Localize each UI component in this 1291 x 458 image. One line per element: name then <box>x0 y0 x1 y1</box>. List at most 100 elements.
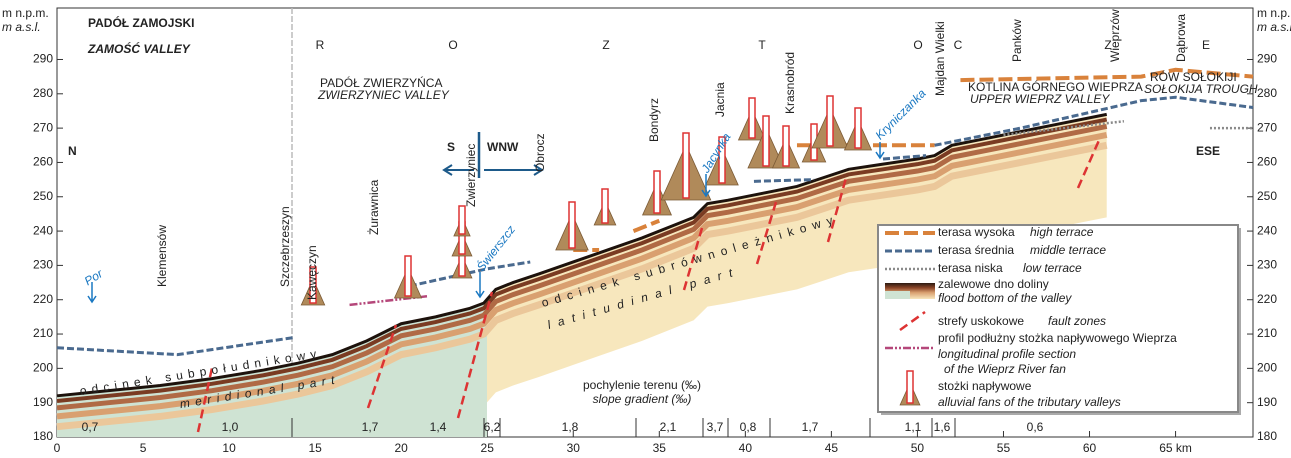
alluvial-fan-channel <box>569 202 575 248</box>
place-name: Majdan Wielki <box>933 21 947 96</box>
y-tick-label: 230 <box>1257 258 1277 272</box>
region-title: PADÓŁ ZAMOJSKI <box>88 15 194 30</box>
legend-label-en: high terrace <box>1030 225 1094 239</box>
x-tick-label: 55 <box>997 441 1011 455</box>
region-title-en: ZWIERZYNIEC VALLEY <box>317 88 450 102</box>
legend-label: terasa wysoka <box>938 225 1015 239</box>
legend-label: profil podłużny stożka napływowego Wiepr… <box>938 331 1177 345</box>
x-tick-label: 30 <box>567 441 581 455</box>
x-tick-label: 20 <box>394 441 408 455</box>
place-name: Wieprzów <box>1108 9 1122 62</box>
place-name: Zwierzyniec <box>464 144 478 207</box>
legend-label: terasa niska <box>938 261 1003 275</box>
y-tick-label: 290 <box>1257 52 1277 66</box>
region-title-en: SOŁOKIJA TROUGH <box>1144 82 1258 96</box>
slope-value: 1,8 <box>562 420 579 434</box>
alluvial-fan-channel <box>855 108 861 148</box>
y-tick-label: 190 <box>33 395 53 409</box>
roztocze-letter: R <box>316 38 325 52</box>
slope-value: 1,0 <box>222 420 239 434</box>
x-tick-label: 5 <box>140 441 147 455</box>
alluvial-fan-channel <box>405 256 411 296</box>
place-name: Krasnobród <box>783 52 797 114</box>
slope-value: 6,2 <box>484 420 501 434</box>
legend-label-en: fault zones <box>1048 314 1106 328</box>
x-tick-label: 65 km <box>1159 441 1192 455</box>
x-tick-label: 35 <box>653 441 667 455</box>
y-tick-label: 260 <box>1257 155 1277 169</box>
alluvial-fan-channel <box>602 189 608 223</box>
y-tick-label: 240 <box>33 223 53 237</box>
y-tick-label: 260 <box>33 155 53 169</box>
y-tick-label: 210 <box>33 326 53 340</box>
legend-label: strefy uskokowe <box>938 314 1024 328</box>
slope-value: 0,7 <box>82 420 99 434</box>
y-tick-label: 220 <box>1257 292 1277 306</box>
place-name: Jacnia <box>713 82 727 117</box>
place-name: Obrocz <box>533 133 547 172</box>
legend-label-en: low terrace <box>1023 261 1082 275</box>
y-tick-label: 200 <box>1257 361 1277 375</box>
legend-symbol <box>885 291 910 299</box>
legend-label-en: of the Wieprz River fan <box>944 362 1066 376</box>
place-name: Panków <box>1010 19 1024 62</box>
x-tick-label: 60 <box>1083 441 1097 455</box>
legend-label: stożki napływowe <box>938 379 1032 393</box>
alluvial-fan-channel <box>749 98 755 138</box>
y-tick-label: 250 <box>33 189 53 203</box>
legend-label: terasa średnia <box>938 243 1014 257</box>
slope-value: 3,7 <box>707 420 724 434</box>
roztocze-letter: C <box>954 38 963 52</box>
y-tick-label: 200 <box>33 361 53 375</box>
region-title-en: ZAMOŚĆ VALLEY <box>87 41 191 56</box>
y-tick-label: 270 <box>1257 120 1277 134</box>
legend-label: longitudinal profile section <box>938 347 1076 361</box>
roztocze-letter: Z <box>602 38 609 52</box>
slope-value: 1,6 <box>934 420 951 434</box>
y-tick-label: 180 <box>1257 429 1277 443</box>
y-tick-label: 280 <box>1257 86 1277 100</box>
slope-value: 1,7 <box>802 420 819 434</box>
alluvial-fan-channel <box>763 116 769 166</box>
alluvial-fan-channel <box>654 171 660 213</box>
y-tick-label: 230 <box>33 258 53 272</box>
y-title: m n.p.m. <box>1257 6 1291 20</box>
slope-value: 0,6 <box>1027 420 1044 434</box>
roztocze-letter: O <box>913 38 922 52</box>
y-tick-label: 240 <box>1257 223 1277 237</box>
y-tick-label: 290 <box>33 52 53 66</box>
slope-value: 1,7 <box>362 420 379 434</box>
y-title: m n.p.m. <box>2 6 49 20</box>
x-tick-label: 40 <box>739 441 753 455</box>
legend-label: flood bottom of the valley <box>938 291 1072 305</box>
y-tick-label: 190 <box>1257 395 1277 409</box>
place-name: Szczebrzeszyn <box>278 206 292 287</box>
legend-label: zalewowe dno doliny <box>938 277 1049 291</box>
alluvial-fan-channel <box>783 126 789 166</box>
place-name: Klemensów <box>155 225 169 287</box>
roztocze-letter: T <box>758 38 766 52</box>
place-name: Żurawnica <box>367 179 381 235</box>
direction: ESE <box>1196 144 1220 158</box>
place-name: Bondyrz <box>647 98 661 142</box>
y-tick-label: 210 <box>1257 326 1277 340</box>
roztocze-letter: O <box>448 38 457 52</box>
place-name: Kawęczyn <box>305 245 319 300</box>
y-tick-label: 220 <box>33 292 53 306</box>
alluvial-fan-channel <box>683 133 689 198</box>
slope-value: 2,1 <box>660 420 677 434</box>
slope-value: 0,8 <box>740 420 757 434</box>
y-tick-label: 280 <box>33 86 53 100</box>
x-tick-label: 45 <box>825 441 839 455</box>
alluvial-fan-channel <box>459 206 465 234</box>
x-tick-label: 0 <box>54 441 61 455</box>
x-tick-label: 25 <box>481 441 495 455</box>
x-tick-label: 15 <box>308 441 322 455</box>
slope-title-en: slope gradient (‰) <box>593 392 692 406</box>
legend-label-en: middle terrace <box>1030 243 1106 257</box>
x-tick-label: 10 <box>222 441 236 455</box>
alluvial-fan-channel <box>827 96 833 146</box>
direction: WNW <box>487 140 519 154</box>
y-title-en: m a.s.l. <box>1257 20 1291 34</box>
legend-label: alluvial fans of the tributary valleys <box>938 395 1121 409</box>
